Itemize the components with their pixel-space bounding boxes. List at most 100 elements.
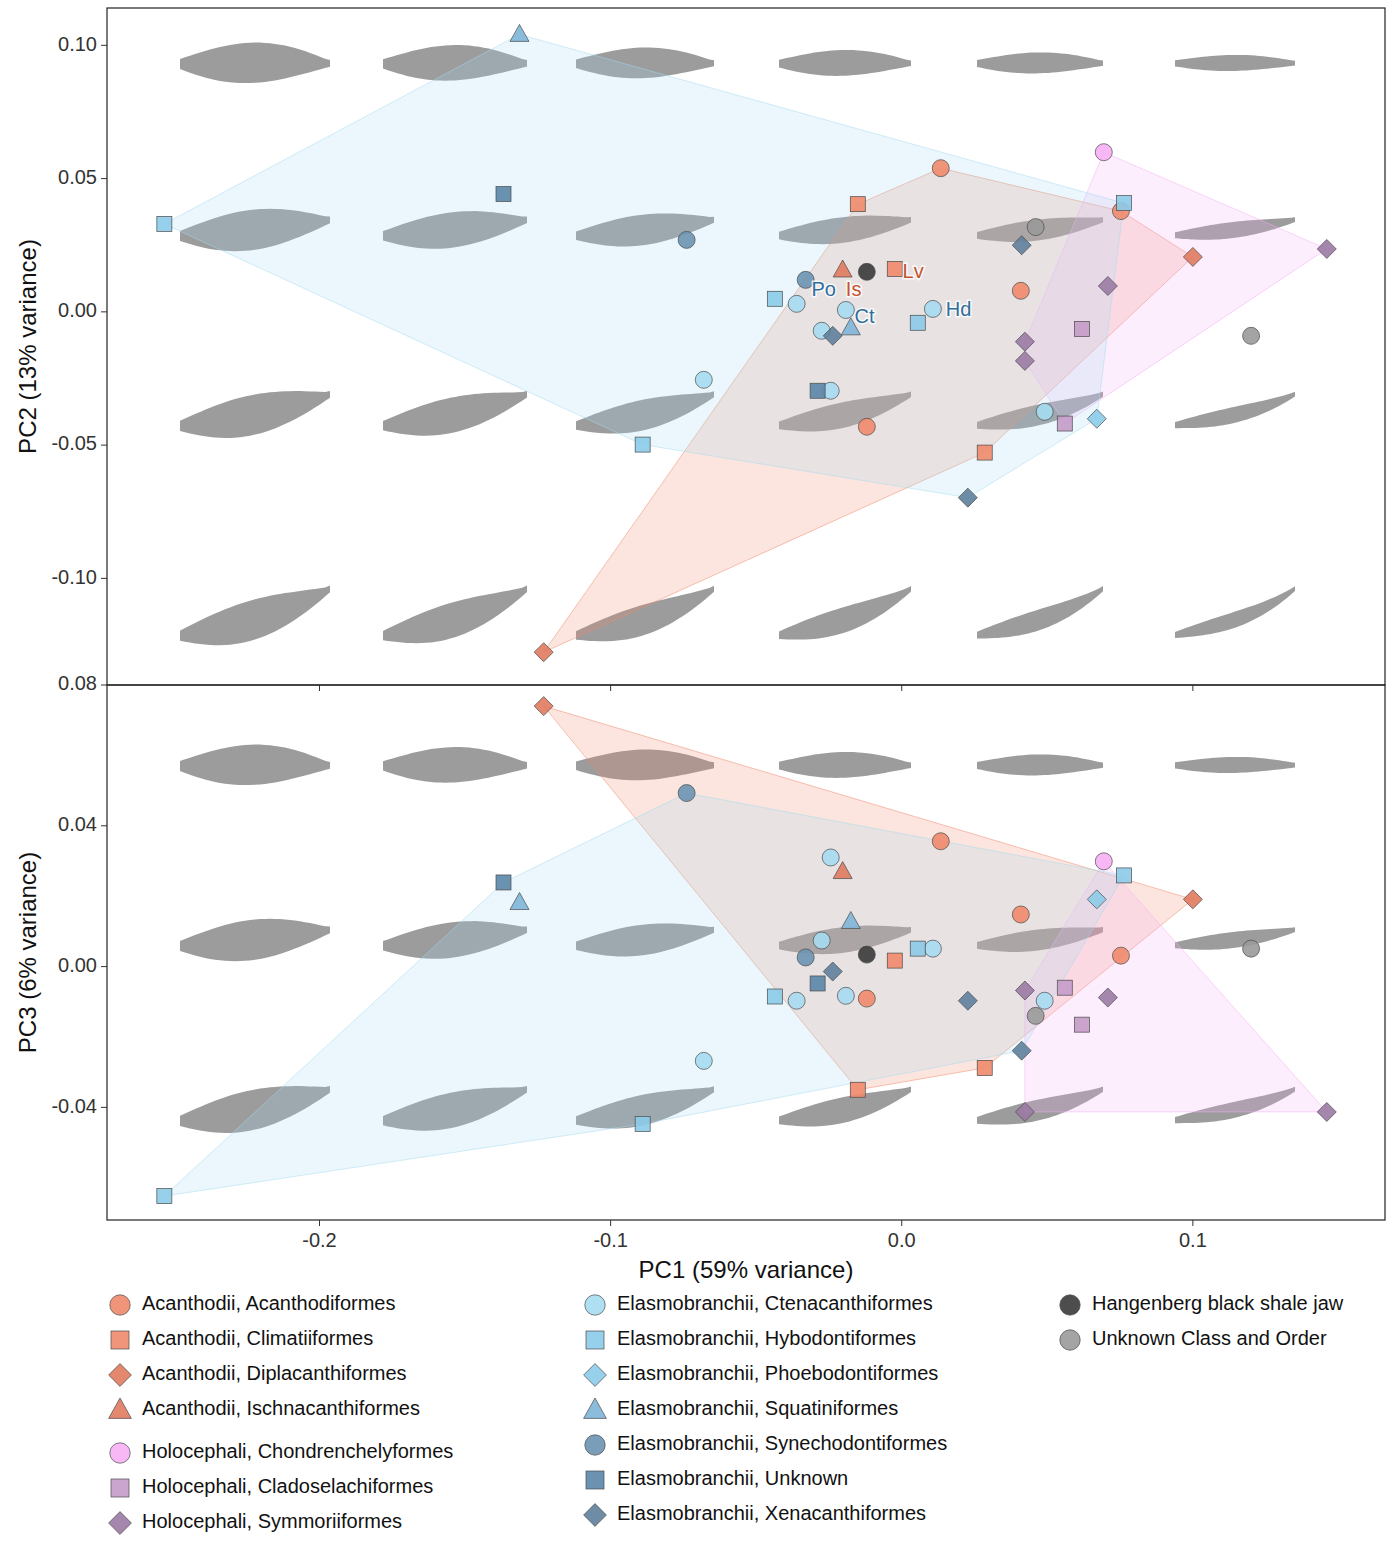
y-tick <box>101 578 107 579</box>
legend-label: Elasmobranchii, Unknown <box>617 1467 848 1489</box>
jaw-silhouette <box>1175 392 1295 429</box>
legend-swatch <box>584 1398 607 1418</box>
jaw-silhouette <box>779 752 911 778</box>
data-point <box>1087 890 1106 909</box>
data-point <box>767 989 782 1004</box>
data-point <box>1243 327 1260 344</box>
legend-swatch <box>110 1443 130 1463</box>
jaw-silhouette <box>383 586 527 644</box>
data-point <box>932 160 949 177</box>
legend-label: Acanthodii, Climatiiformes <box>142 1327 373 1349</box>
data-point <box>1015 981 1034 1000</box>
data-point <box>958 991 977 1010</box>
x-tick <box>319 1220 320 1226</box>
class-hull <box>164 793 1124 1196</box>
jaw-silhouette <box>180 586 330 646</box>
x-axis-title: PC1 (59% variance) <box>639 1256 854 1283</box>
y-tick <box>101 825 107 826</box>
data-point <box>678 231 695 248</box>
data-point <box>157 1189 172 1204</box>
point-annotation: Is <box>846 278 862 300</box>
jaw-silhouette <box>977 52 1103 73</box>
jaw-silhouette <box>1175 927 1295 950</box>
plot-area <box>157 697 1336 1204</box>
x-tick <box>1192 685 1193 691</box>
data-point <box>788 992 805 1009</box>
data-point <box>1243 940 1260 957</box>
legend-label: Acanthodii, Ischnacanthiformes <box>142 1397 420 1419</box>
jaw-silhouette <box>1175 757 1295 773</box>
x-tick <box>319 685 320 691</box>
legend-label: Elasmobranchii, Hybodontiformes <box>617 1327 916 1349</box>
data-point <box>833 260 852 277</box>
legend-label: Elasmobranchii, Ctenacanthiformes <box>617 1292 933 1314</box>
data-point <box>1015 1102 1034 1121</box>
data-point <box>695 371 712 388</box>
data-point <box>1012 236 1031 255</box>
data-point <box>1098 988 1117 1007</box>
legend-swatch <box>109 1398 132 1418</box>
legend-swatch <box>585 1435 605 1455</box>
data-point <box>858 946 875 963</box>
data-point <box>1183 247 1202 266</box>
data-point <box>910 315 925 330</box>
y-tick <box>101 685 107 686</box>
point-annotation: Lv <box>903 260 924 282</box>
data-point <box>1087 409 1106 428</box>
jaw-silhouette <box>779 586 911 640</box>
data-point <box>823 962 842 981</box>
jaw-silhouette <box>180 919 330 961</box>
jaw-silhouette <box>383 391 527 436</box>
data-point <box>788 295 805 312</box>
y-tick <box>101 311 107 312</box>
data-point <box>958 488 977 507</box>
data-point <box>1112 947 1129 964</box>
jaw-silhouette <box>1175 55 1295 71</box>
data-point <box>887 261 902 276</box>
data-point <box>496 875 511 890</box>
y-axis-title: PC3 (6% variance) <box>14 852 41 1053</box>
data-point <box>924 940 941 957</box>
legend-label: Acanthodii, Diplacanthiformes <box>142 1362 407 1384</box>
y-tick <box>101 966 107 967</box>
data-point <box>932 833 949 850</box>
jaw-silhouette <box>180 391 330 438</box>
x-tick-label: -0.1 <box>593 1229 627 1251</box>
data-point <box>1074 321 1089 336</box>
data-point <box>635 437 650 452</box>
point-annotation: Po <box>812 278 836 300</box>
data-point <box>823 326 842 345</box>
data-point <box>837 301 854 318</box>
data-point <box>1036 992 1053 1009</box>
data-point <box>1116 868 1131 883</box>
jaw-silhouette <box>180 43 330 84</box>
legend-label: Elasmobranchii, Xenacanthiformes <box>617 1502 926 1524</box>
data-point <box>1317 239 1336 258</box>
y-tick-label: 0.08 <box>58 672 97 694</box>
data-point <box>1036 403 1053 420</box>
jaw-silhouette <box>779 50 911 76</box>
data-point <box>1027 219 1044 236</box>
legend-swatch <box>1060 1330 1080 1350</box>
jaw-silhouette <box>977 586 1103 639</box>
data-point <box>1057 416 1072 431</box>
data-point <box>887 953 902 968</box>
data-point <box>841 912 860 929</box>
legend-swatch <box>586 1331 604 1349</box>
legend-swatch <box>586 1471 604 1489</box>
data-point <box>858 990 875 1007</box>
y-tick-label: 0.00 <box>58 954 97 976</box>
legend-label: Unknown Class and Order <box>1092 1327 1327 1349</box>
data-point <box>1183 890 1202 909</box>
data-point <box>510 24 529 41</box>
data-point <box>1116 196 1131 211</box>
data-point <box>1317 1102 1336 1121</box>
x-tick-label: 0.0 <box>888 1229 916 1251</box>
data-point <box>534 697 553 716</box>
x-tick <box>610 1220 611 1226</box>
y-tick <box>101 45 107 46</box>
data-point <box>1012 906 1029 923</box>
x-tick <box>901 1220 902 1226</box>
data-point <box>977 445 992 460</box>
legend-swatch <box>584 1364 607 1387</box>
